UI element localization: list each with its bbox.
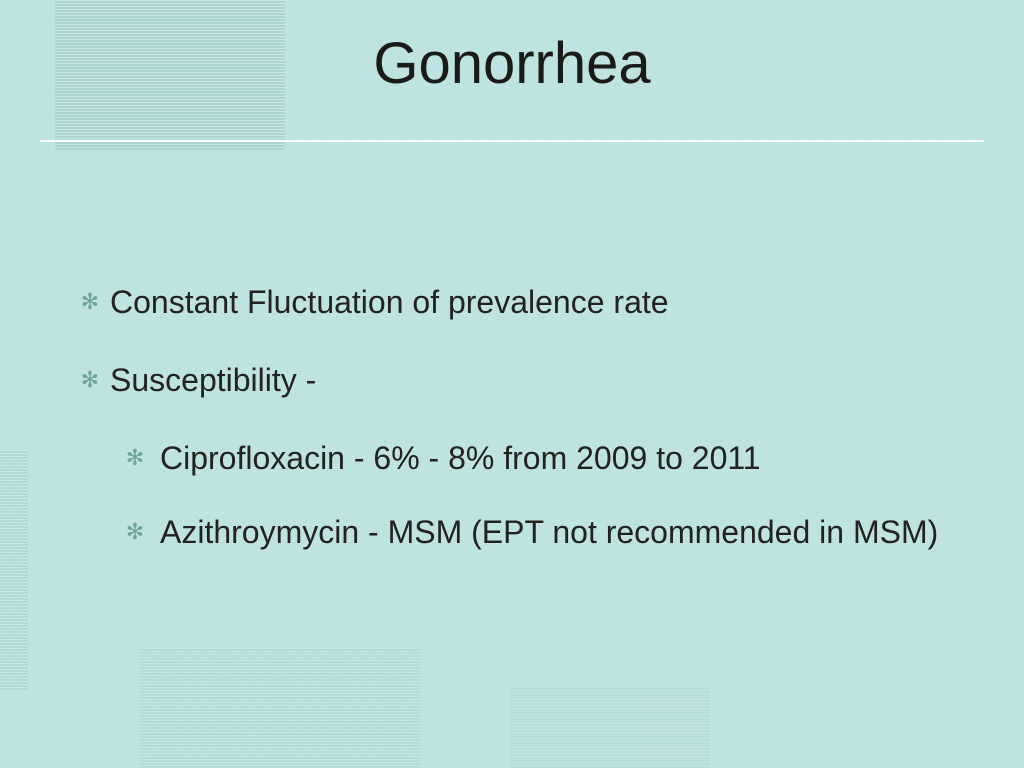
asterisk-icon: ✻ (70, 280, 110, 324)
sub-bullet-text: Azithroymycin - MSM (EPT not recommended… (160, 514, 938, 550)
sub-bullet-text: Ciprofloxacin - 6% - 8% from 2009 to 201… (160, 440, 761, 476)
bullet-item: ✻Susceptibility -✻Ciprofloxacin - 6% - 8… (70, 358, 950, 554)
sub-bullet-item: ✻Ciprofloxacin - 6% - 8% from 2009 to 20… (110, 436, 950, 480)
decoration-rect-3 (510, 688, 710, 768)
content-area: ✻Constant Fluctuation of prevalence rate… (70, 280, 950, 588)
slide: Gonorrhea ✻Constant Fluctuation of preva… (0, 0, 1024, 768)
bullet-text: Susceptibility - (110, 362, 316, 398)
title-divider (40, 140, 984, 142)
bullet-text: Constant Fluctuation of prevalence rate (110, 284, 669, 320)
asterisk-icon: ✻ (110, 510, 160, 554)
slide-title: Gonorrhea (0, 30, 1024, 97)
bullet-item: ✻Constant Fluctuation of prevalence rate (70, 280, 950, 324)
decoration-rect-2 (140, 648, 420, 768)
bullet-list: ✻Constant Fluctuation of prevalence rate… (70, 280, 950, 554)
sub-bullet-item: ✻Azithroymycin - MSM (EPT not recommende… (110, 510, 950, 554)
title-wrap: Gonorrhea (0, 30, 1024, 97)
asterisk-icon: ✻ (70, 358, 110, 402)
sub-bullet-list: ✻Ciprofloxacin - 6% - 8% from 2009 to 20… (110, 436, 950, 554)
decoration-rect-1 (0, 450, 28, 690)
asterisk-icon: ✻ (110, 436, 160, 480)
